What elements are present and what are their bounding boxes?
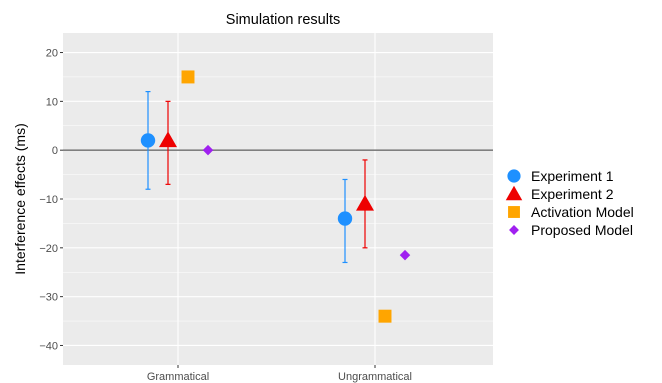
y-tick-label: −20 — [39, 243, 58, 255]
y-tick-label: 10 — [46, 96, 58, 108]
data-point — [181, 70, 195, 84]
data-point — [378, 309, 392, 323]
legend-key — [507, 169, 521, 183]
legend-label: Activation Model — [531, 204, 634, 220]
chart-title: Simulation results — [226, 12, 340, 28]
y-tick-label: 0 — [52, 145, 58, 157]
y-tick-label: −30 — [39, 292, 58, 304]
y-tick-label: 20 — [46, 48, 58, 60]
data-point — [202, 144, 214, 156]
data-point — [337, 211, 353, 226]
y-tick-label: −40 — [39, 340, 58, 352]
legend-key — [505, 185, 523, 201]
legend: Experiment 1 Experiment 2 Activation Model… — [505, 168, 634, 238]
x-tick-label: Grammatical — [147, 371, 209, 383]
legend-key — [508, 206, 520, 218]
x-axis: Grammatical Ungrammatical — [147, 365, 412, 383]
legend-label: Experiment 1 — [531, 168, 614, 184]
data-point — [399, 249, 411, 261]
y-tick-label: −10 — [39, 194, 58, 206]
legend-label: Experiment 2 — [531, 186, 614, 202]
data-point — [159, 131, 177, 148]
legend-key — [509, 225, 519, 235]
data-point — [356, 194, 374, 211]
grid-lines — [63, 33, 493, 365]
data-marks — [140, 70, 411, 323]
y-axis-label: Interference effects (ms) — [12, 123, 28, 274]
data-point — [140, 133, 156, 148]
x-tick-label: Ungrammatical — [338, 371, 412, 383]
legend-label: Proposed Model — [531, 222, 633, 238]
y-axis: 20 10 0 −10 −20 −30 −40 — [39, 48, 63, 352]
